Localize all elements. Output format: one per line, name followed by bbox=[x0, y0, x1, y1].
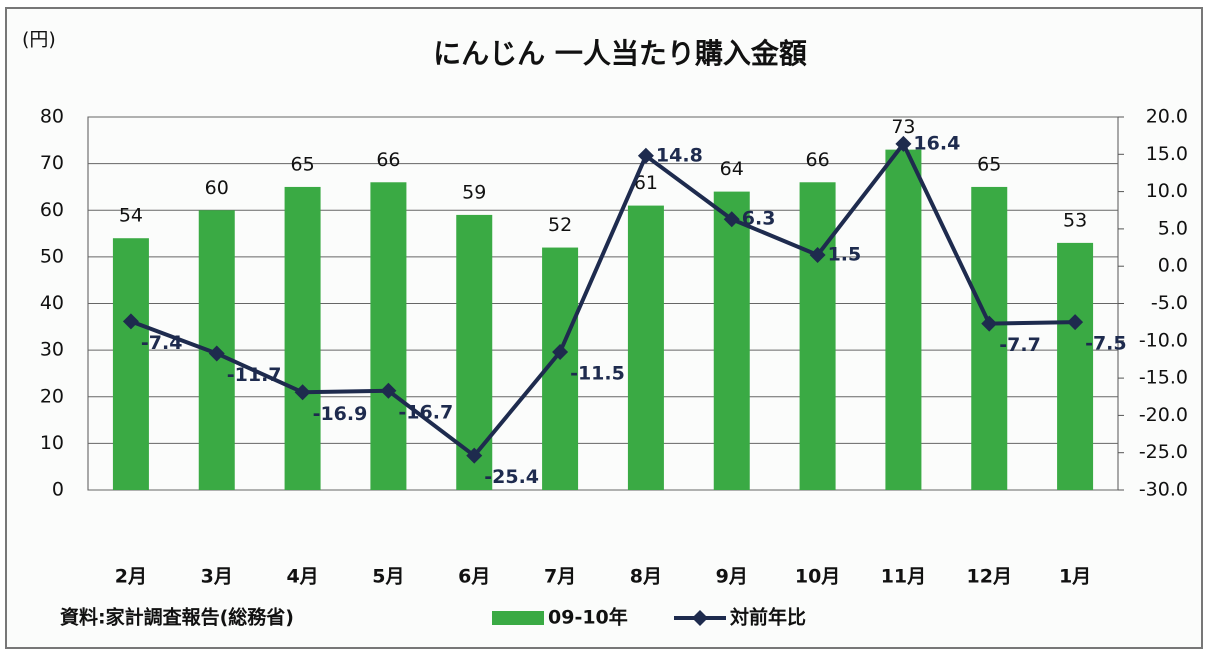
y2-tick-label: 0.0 bbox=[1158, 255, 1188, 277]
line-value-label: -25.4 bbox=[484, 466, 539, 488]
bar-value-label: 65 bbox=[290, 153, 314, 175]
bar-value-label: 66 bbox=[376, 149, 400, 171]
bar-value-label: 54 bbox=[119, 205, 143, 227]
x-tick-label: 1月 bbox=[1059, 566, 1091, 588]
legend-swatch bbox=[492, 611, 544, 625]
frame bbox=[5, 7, 1203, 649]
y-tick-label: 0 bbox=[52, 479, 64, 501]
bar-value-label: 61 bbox=[634, 172, 658, 194]
line-value-label: 16.4 bbox=[913, 132, 960, 154]
bar bbox=[284, 186, 321, 490]
y2-tick-label: -15.0 bbox=[1139, 367, 1188, 389]
bar bbox=[799, 182, 836, 490]
line-marker bbox=[981, 315, 998, 332]
line-value-label: 1.5 bbox=[828, 244, 862, 266]
bar bbox=[370, 182, 407, 490]
line-value-label: -7.5 bbox=[1085, 333, 1127, 355]
line-value-label: 6.3 bbox=[742, 208, 776, 230]
line-marker bbox=[380, 382, 397, 399]
bar-value-label: 52 bbox=[548, 214, 572, 236]
line-marker bbox=[637, 147, 654, 164]
bar-value-label: 73 bbox=[891, 116, 915, 138]
y2-tick-label: 5.0 bbox=[1158, 217, 1188, 239]
y-axis-unit: (円) bbox=[22, 29, 56, 51]
chart-title: にんじん 一人当たり購入金額 bbox=[433, 37, 807, 70]
legend-label: 09-10年 bbox=[548, 606, 628, 629]
bar bbox=[627, 205, 664, 490]
line-value-label: -16.7 bbox=[398, 401, 453, 423]
x-tick-label: 5月 bbox=[372, 566, 404, 588]
line-marker bbox=[208, 345, 225, 362]
line bbox=[130, 140, 1076, 459]
bar bbox=[1057, 242, 1094, 490]
y2-tick-label: -25.0 bbox=[1139, 441, 1188, 463]
y-tick-label: 80 bbox=[40, 106, 64, 128]
legend-marker bbox=[692, 610, 708, 626]
legend-label: 対前年比 bbox=[729, 606, 806, 629]
line-marker bbox=[895, 135, 912, 152]
line-marker bbox=[122, 313, 139, 330]
line-marker bbox=[552, 343, 569, 360]
y-tick-label: 40 bbox=[40, 292, 64, 314]
bar bbox=[112, 238, 149, 490]
line-marker bbox=[1067, 314, 1084, 331]
y-tick-label: 30 bbox=[40, 339, 64, 361]
bar-value-label: 66 bbox=[805, 149, 829, 171]
x-tick-label: 11月 bbox=[881, 566, 926, 588]
bar-value-label: 59 bbox=[462, 181, 486, 203]
x-tick-label: 3月 bbox=[201, 566, 233, 588]
source-note: 資料:家計調査報告(総務省) bbox=[60, 606, 294, 629]
y-tick-label: 20 bbox=[40, 385, 64, 407]
y-tick-label: 70 bbox=[40, 152, 64, 174]
line-value-label: -11.7 bbox=[227, 364, 282, 386]
bar bbox=[971, 186, 1008, 490]
y-tick-label: 50 bbox=[40, 245, 64, 267]
y2-tick-label: -30.0 bbox=[1139, 479, 1188, 501]
y2-tick-label: -10.0 bbox=[1139, 329, 1188, 351]
line-marker bbox=[294, 384, 311, 401]
line-value-label: -7.7 bbox=[999, 334, 1041, 356]
line-marker bbox=[723, 211, 740, 228]
y2-tick-label: 10.0 bbox=[1146, 180, 1188, 202]
bar bbox=[885, 149, 922, 490]
x-tick-label: 9月 bbox=[716, 566, 748, 588]
bar-value-label: 60 bbox=[205, 177, 229, 199]
x-tick-label: 2月 bbox=[115, 566, 147, 588]
line-marker bbox=[809, 247, 826, 264]
x-tick-label: 10月 bbox=[795, 566, 840, 588]
x-tick-label: 4月 bbox=[286, 566, 318, 588]
line-value-label: -7.4 bbox=[141, 332, 183, 354]
x-tick-label: 8月 bbox=[630, 566, 662, 588]
bar-value-label: 65 bbox=[977, 153, 1001, 175]
x-tick-label: 6月 bbox=[458, 566, 490, 588]
y2-tick-label: 15.0 bbox=[1146, 143, 1188, 165]
bar-value-label: 64 bbox=[720, 158, 744, 180]
x-tick-label: 7月 bbox=[544, 566, 576, 588]
bar-value-label: 53 bbox=[1063, 209, 1087, 231]
line-value-label: 14.8 bbox=[656, 144, 703, 166]
y2-tick-label: -5.0 bbox=[1151, 292, 1188, 314]
line-value-label: -16.9 bbox=[313, 403, 368, 425]
y2-tick-label: -20.0 bbox=[1139, 404, 1188, 426]
line-marker bbox=[466, 447, 483, 464]
line-value-label: -11.5 bbox=[570, 362, 625, 384]
y-tick-label: 60 bbox=[40, 199, 64, 221]
bar bbox=[713, 191, 750, 490]
y2-tick-label: 20.0 bbox=[1146, 106, 1188, 128]
y-tick-label: 10 bbox=[40, 432, 64, 454]
x-tick-label: 12月 bbox=[967, 566, 1012, 588]
